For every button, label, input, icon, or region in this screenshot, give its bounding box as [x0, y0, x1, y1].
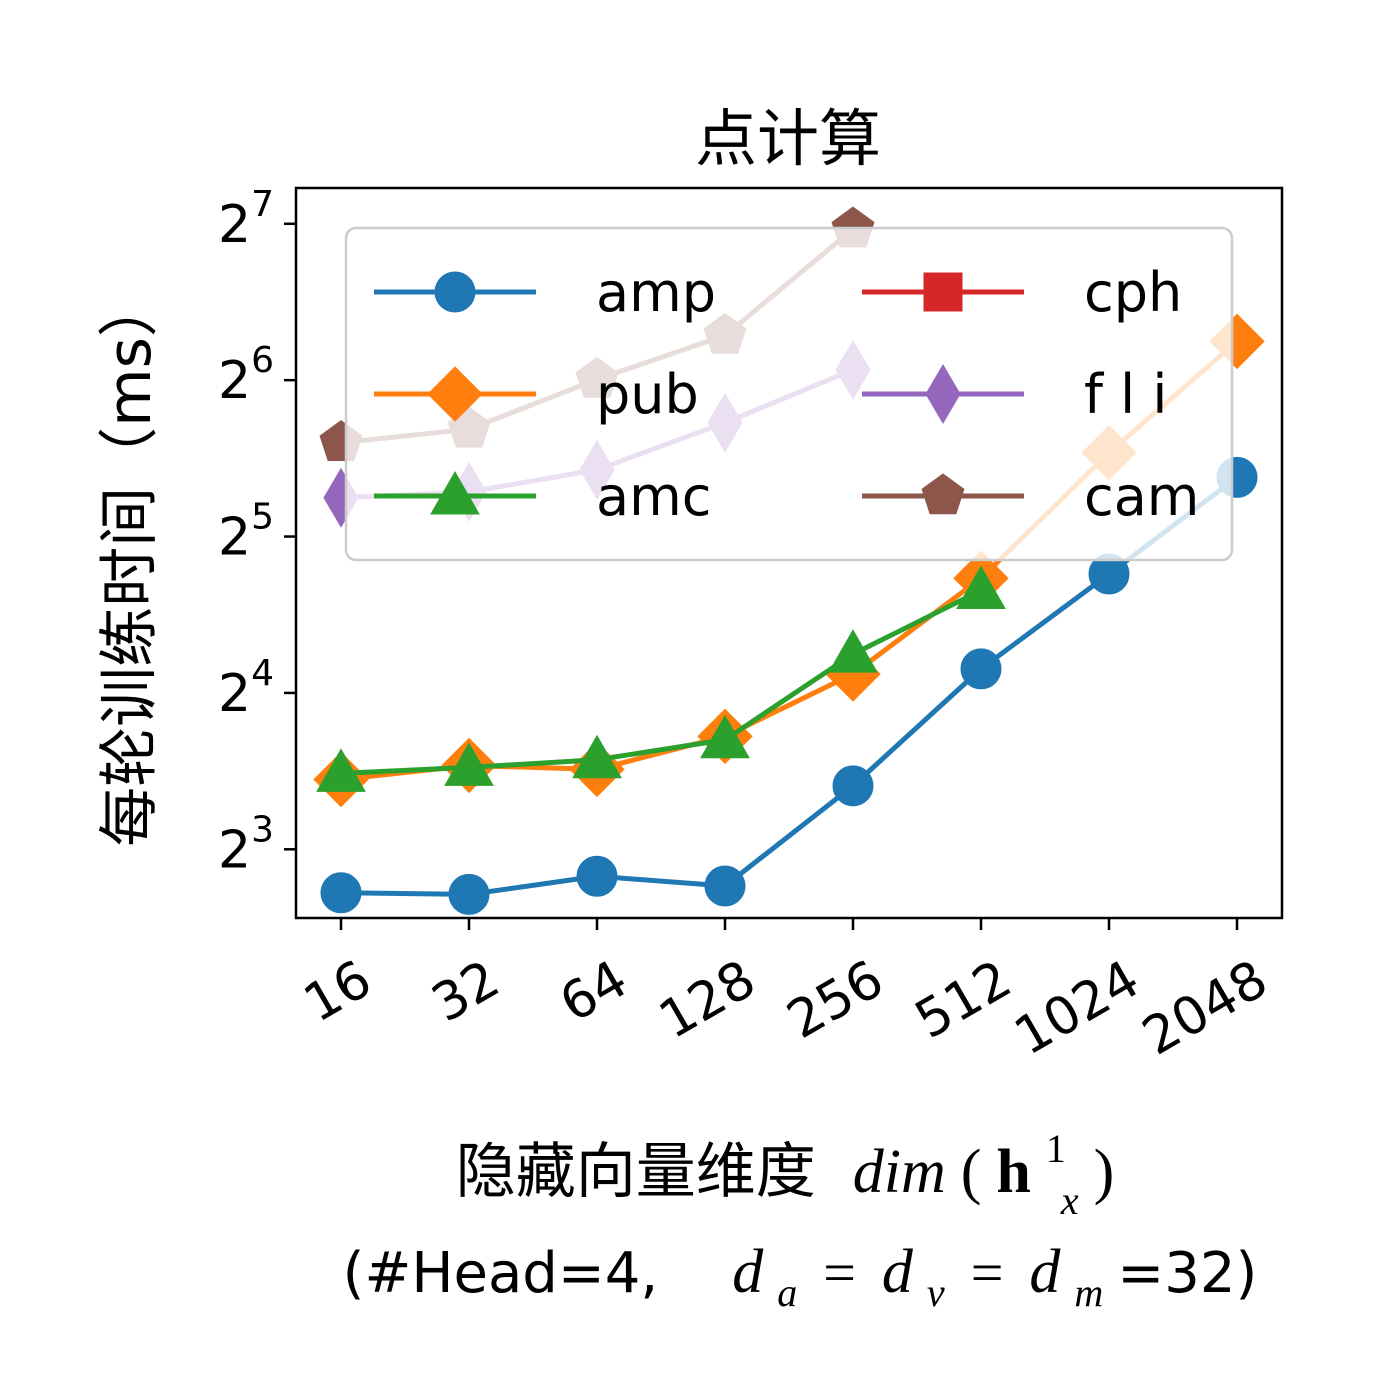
math-sub-a: a	[777, 1270, 797, 1315]
x-tick-label: 32	[422, 949, 509, 1034]
x-tick-label: 512	[906, 949, 1022, 1051]
x-axis-label-bold: h	[996, 1138, 1030, 1206]
x-axis-label-cn: 隐藏向量维度	[456, 1137, 816, 1207]
legend-entry: cph	[862, 261, 1182, 324]
plot-frame	[294, 186, 1284, 920]
x-axis-label-sub: x	[1060, 1178, 1079, 1223]
legend-entry: cam	[862, 465, 1199, 528]
math-eq-2: =	[971, 1240, 1004, 1305]
data-point	[704, 865, 746, 907]
x-tick-label: 256	[778, 949, 894, 1051]
data-point	[448, 873, 490, 915]
y-tick-exp: 7	[251, 184, 274, 225]
legend-marker	[925, 364, 961, 424]
y-tick-label: 24	[218, 653, 274, 724]
y-tick-exp: 6	[251, 340, 274, 381]
y-tick-exp: 4	[251, 653, 274, 694]
x-axis-label-open: (	[961, 1138, 982, 1206]
x-tick-label: 2048	[1133, 949, 1278, 1067]
data-point	[700, 714, 750, 759]
y-tick-label: 25	[218, 497, 274, 568]
x-axis-label-line1: 隐藏向量维度 dim ( h 1 x )	[456, 1109, 1115, 1227]
y-tick-label: 23	[218, 809, 274, 880]
data-point	[576, 855, 618, 897]
data-point	[316, 748, 366, 792]
x-axis-label-fn: dim	[853, 1138, 946, 1206]
series-line	[340, 588, 983, 776]
math-sub-v: v	[927, 1270, 945, 1315]
legend-label: cph	[1084, 261, 1182, 324]
legend-marker	[923, 272, 963, 312]
data-point	[320, 872, 362, 914]
x-axis-label-sup: 1	[1046, 1126, 1066, 1171]
math-eq-1: =	[823, 1240, 856, 1305]
legend-entry: amp	[374, 261, 716, 324]
y-tick-base: 2	[218, 508, 251, 568]
x-axis-label-line2: (#Head=4, d a = d v = d m =32)	[343, 1238, 1258, 1319]
legend-entry: pub	[374, 363, 699, 426]
math-d-v: d	[882, 1238, 914, 1306]
data-point	[956, 565, 1006, 609]
data-point	[444, 742, 494, 786]
series-amc	[316, 565, 1006, 792]
math-d-m: d	[1029, 1238, 1061, 1306]
data-point	[960, 648, 1002, 690]
y-tick-label: 27	[218, 184, 274, 255]
legend-entry: f l i	[862, 363, 1167, 426]
data-point	[828, 629, 878, 673]
y-tick-base: 2	[218, 351, 251, 411]
y-axis-label: 每轮训练时间（ms）	[95, 277, 165, 847]
x-tick-label: 64	[550, 949, 637, 1034]
y-tick-exp: 3	[251, 809, 274, 850]
legend-label: pub	[596, 363, 699, 426]
legend-label: amp	[596, 261, 716, 324]
math-d-a: d	[732, 1238, 764, 1306]
x-tick-label: 16	[294, 949, 381, 1034]
data-point	[572, 734, 622, 779]
legend-box	[344, 226, 1234, 562]
series-amp	[320, 456, 1258, 915]
x-axis-label-close: )	[1094, 1138, 1115, 1206]
legend-marker	[427, 366, 483, 422]
y-tick-exp: 5	[251, 497, 274, 538]
data-point	[832, 765, 874, 807]
legend-marker	[430, 470, 480, 515]
series-line	[340, 475, 1239, 897]
legend-marker	[434, 271, 476, 313]
legend-label: amc	[596, 465, 711, 528]
legend-label: f l i	[1084, 363, 1167, 426]
legend-label: cam	[1084, 465, 1199, 528]
legend: amp pub amc cph f l i cam	[344, 226, 1234, 562]
x-axis-label-prefix: (#Head=4,	[343, 1241, 659, 1306]
chart-title: 点计算	[695, 102, 881, 175]
legend-entry: amc	[374, 465, 711, 528]
x-axis-label-suffix: =32)	[1117, 1241, 1257, 1306]
y-tick-base: 2	[218, 195, 251, 255]
math-sub-m: m	[1074, 1270, 1103, 1315]
x-tick-label: 128	[650, 949, 766, 1051]
legend-marker	[921, 473, 965, 515]
y-tick-label: 26	[218, 340, 274, 411]
y-tick-base: 2	[218, 664, 251, 724]
y-tick-base: 2	[218, 820, 251, 880]
x-tick-label: 1024	[1005, 949, 1150, 1067]
